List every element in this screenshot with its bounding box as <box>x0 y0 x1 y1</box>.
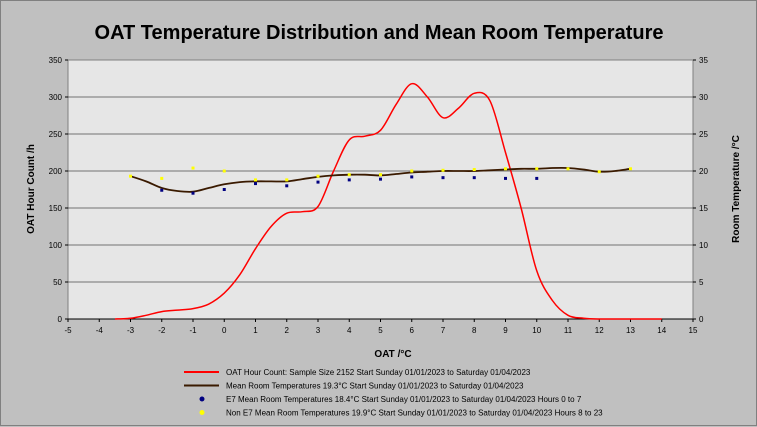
series-non-e7-room-temp-point <box>316 174 320 178</box>
x-tick-label: 2 <box>285 326 290 335</box>
y2-tick-label: 25 <box>699 130 708 139</box>
series-non-e7-room-temp-point <box>441 168 445 172</box>
series-non-e7-room-temp-point <box>191 166 195 170</box>
x-axis-ticks: -5 -4 -3 -2 -1 0 1 2 3 4 5 6 7 8 9 10 11 12 13 14 15 <box>64 318 698 335</box>
x-tick-label: 9 <box>503 326 508 335</box>
x-tick-label: 10 <box>532 326 541 335</box>
series-non-e7-room-temp-point <box>160 176 164 180</box>
y-tick-label: 250 <box>49 130 63 139</box>
x-tick-label: 14 <box>657 326 666 335</box>
series-e7-room-temp-point <box>504 176 507 180</box>
legend: OAT Hour Count: Sample Size 2152 Start S… <box>184 368 603 418</box>
x-tick-label: 8 <box>472 326 477 335</box>
y2-tick-label: 35 <box>699 56 708 65</box>
x-tick-label: -5 <box>64 326 72 335</box>
series-e7-room-temp <box>160 175 539 195</box>
y2-tick-label: 0 <box>699 315 704 324</box>
y2-tick-label: 30 <box>699 93 708 102</box>
series-e7-room-temp-point <box>160 188 164 192</box>
x-tick-label: -1 <box>189 326 197 335</box>
y-tick-label: 0 <box>58 315 63 324</box>
series-non-e7-room-temp-point <box>379 173 382 177</box>
series-non-e7-room-temp-point <box>629 167 632 171</box>
y-tick-label: 50 <box>53 278 62 287</box>
chart-title: OAT Temperature Distribution and Mean Ro… <box>95 22 664 44</box>
y2-axis-ticks: 0 5 10 15 20 25 30 35 <box>693 56 708 324</box>
series-non-e7-room-temp-point <box>347 173 351 177</box>
series-oat-hour-count-line <box>114 82 662 320</box>
x-tick-label: 11 <box>564 326 573 335</box>
y2-tick-label: 20 <box>699 167 708 176</box>
series-e7-room-temp-point <box>285 184 289 188</box>
x-tick-label: 3 <box>316 326 321 335</box>
x-tick-label: -2 <box>158 326 166 335</box>
legend-swatch-4 <box>199 410 205 415</box>
series-non-e7-room-temp-point <box>410 169 414 173</box>
series-e7-room-temp-point <box>347 178 351 182</box>
y-axis-title: OAT Hour Count /h <box>26 144 37 234</box>
x-tick-label: 13 <box>626 326 635 335</box>
legend-label-2: Mean Room Temperatures 19.3°C Start Sund… <box>226 382 524 391</box>
x-tick-label: 6 <box>410 326 415 335</box>
legend-label-4: Non E7 Mean Room Temperatures 19.9°C Sta… <box>226 409 603 418</box>
x-axis-title: OAT /°C <box>374 349 411 360</box>
series-e7-room-temp-point <box>441 176 445 180</box>
series-non-e7-room-temp-point <box>129 174 132 178</box>
series-non-e7-room-temp-point <box>222 169 226 173</box>
x-tick-label: 1 <box>253 326 258 335</box>
series-non-e7-room-temp-point <box>504 167 507 171</box>
gridlines <box>68 96 693 283</box>
x-tick-label: 7 <box>441 326 446 335</box>
x-tick-label: 12 <box>595 326 604 335</box>
legend-swatch-3 <box>199 396 205 402</box>
legend-label-3: E7 Mean Room Temperatures 18.4°C Start S… <box>226 395 582 404</box>
y2-tick-label: 15 <box>699 204 708 213</box>
y-axis-ticks: 0 50 100 150 200 250 300 350 <box>49 56 68 324</box>
series-e7-room-temp-point <box>254 182 257 186</box>
series-non-e7-room-temp <box>129 166 632 182</box>
series-non-e7-room-temp-point <box>597 170 601 174</box>
series-e7-room-temp-point <box>472 176 476 180</box>
y-tick-label: 200 <box>49 167 63 176</box>
series-e7-room-temp-point <box>535 176 539 180</box>
x-tick-label: 5 <box>378 326 383 335</box>
x-tick-label: 15 <box>689 326 698 335</box>
y-tick-label: 350 <box>49 56 63 65</box>
series-e7-room-temp-point <box>222 188 226 191</box>
legend-label-1: OAT Hour Count: Sample Size 2152 Start S… <box>226 368 531 377</box>
series-e7-room-temp-point <box>410 175 414 179</box>
y-tick-label: 300 <box>49 93 63 102</box>
y2-axis-title: Room Temperature /°C <box>731 135 742 243</box>
x-tick-label: 4 <box>347 326 352 335</box>
y-tick-label: 100 <box>49 241 63 250</box>
y2-tick-label: 10 <box>699 241 708 250</box>
y-tick-label: 150 <box>49 204 63 213</box>
y2-tick-label: 5 <box>699 278 704 287</box>
series-e7-room-temp-point <box>191 191 195 195</box>
series-e7-room-temp-point <box>316 180 320 184</box>
series-non-e7-room-temp-point <box>472 168 476 172</box>
x-tick-label: -3 <box>127 326 135 335</box>
series-non-e7-room-temp-point <box>285 178 289 182</box>
series-non-e7-room-temp-point <box>566 167 570 171</box>
series-non-e7-room-temp-point <box>535 167 539 171</box>
series-non-e7-room-temp-point <box>254 178 257 182</box>
series-e7-room-temp-point <box>379 177 382 181</box>
x-tick-label: -4 <box>96 326 104 335</box>
x-tick-label: 0 <box>222 326 227 335</box>
series-layer <box>114 82 662 320</box>
